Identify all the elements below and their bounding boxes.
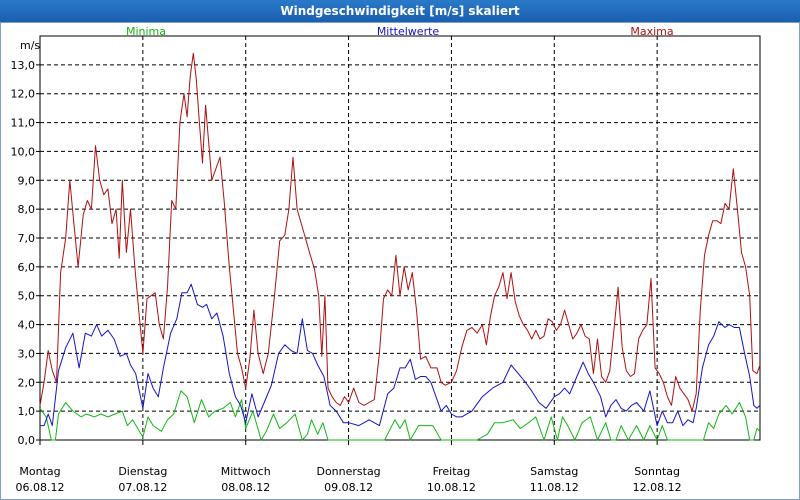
y-tick-label: 7,0 [18,232,36,245]
y-tick-label: 10,0 [11,145,36,158]
y-tick-label: 1,0 [18,405,36,418]
series-line-maxima [39,52,761,412]
x-tick-date-label: 09.08.12 [324,481,373,494]
x-tick-date-label: 08.08.12 [221,481,270,494]
x-tick-date-label: 06.08.12 [16,481,65,494]
y-tick-label: 9,0 [18,174,36,187]
x-tick-day-label: Mittwoch [221,465,271,478]
y-tick-label: 2,0 [18,376,36,389]
y-axis-ticks: 0,0 1,0 2,0 3,0 4,0 5,0 6,0 7,0 8,0 9,0 10,0 11,0 12… [11,59,40,447]
legend-mittelwerte: Mittelwerte [377,25,440,38]
x-tick-date-label: 12.08.12 [633,481,682,494]
x-tick-day-label: Samstag [530,465,578,478]
x-tick-day-label: Sonntag [634,465,680,478]
y-tick-label: 4,0 [18,319,36,332]
series-line-minima [39,390,761,441]
legend-minima: Minima [126,25,166,38]
line-chart: 0,0 1,0 2,0 3,0 4,0 5,0 6,0 7,0 8,0 9,0 10,0 11,0 12… [0,22,800,500]
legend-maxima: Maxima [630,25,673,38]
x-tick-date-label: 10.08.12 [427,481,476,494]
x-tick-day-label: Dienstag [118,465,167,478]
y-tick-label: 3,0 [18,347,36,360]
y-tick-label: 12,0 [11,88,36,101]
x-axis-ticks: Montag 06.08.12 Dienstag 07.08.12 Mittwoch 08… [16,440,682,494]
x-tick-date-label: 11.08.12 [530,481,579,494]
series-line-mittelwerte [40,283,761,427]
y-tick-label: 13,0 [11,59,36,72]
y-tick-label: 8,0 [18,203,36,216]
y-tick-label: 0,0 [18,434,36,447]
x-tick-day-label: Montag [19,465,60,478]
series [39,52,761,441]
y-tick-label: 6,0 [18,261,36,274]
x-tick-date-label: 07.08.12 [118,481,167,494]
x-tick-day-label: Freitag [433,465,471,478]
window-title: Windgeschwindigkeit [m/s] skaliert [0,0,800,22]
y-axis-label: m/s [20,39,40,52]
y-tick-label: 11,0 [11,117,36,130]
x-tick-day-label: Donnerstag [316,465,380,478]
legend: Minima Mittelwerte Maxima [126,25,674,38]
y-tick-label: 5,0 [18,290,36,303]
